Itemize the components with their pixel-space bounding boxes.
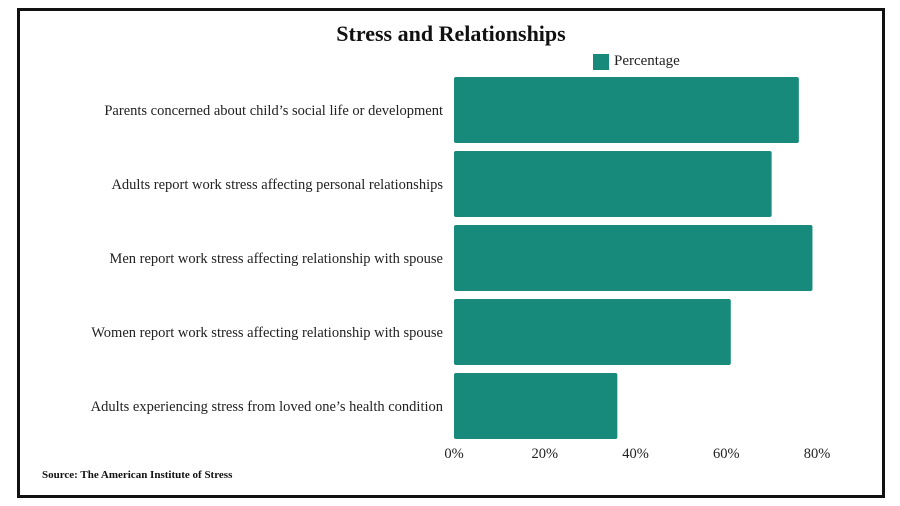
legend-swatch xyxy=(593,53,609,70)
bar-3 xyxy=(454,225,813,291)
legend-label: Percentage xyxy=(614,53,680,69)
category-label-4: Women report work stress affecting relat… xyxy=(91,325,443,341)
category-label-5: Adults experiencing stress from loved on… xyxy=(91,399,444,415)
bar-5 xyxy=(454,373,618,439)
x-tick-label-2: 20% xyxy=(531,446,558,462)
legend: Percentage xyxy=(593,53,680,70)
x-tick-label-4: 60% xyxy=(713,446,740,462)
x-tick-label-3: 40% xyxy=(622,446,649,462)
bar-1 xyxy=(454,77,799,143)
bar-4 xyxy=(454,299,731,365)
bar-2 xyxy=(454,151,772,217)
x-tick-label-1: 0% xyxy=(444,446,463,462)
category-label-3: Men report work stress affecting relatio… xyxy=(109,251,443,267)
chart-title: Stress and Relationships xyxy=(336,21,566,46)
source-note: Source: The American Institute of Stress xyxy=(42,469,233,481)
x-tick-label-5: 80% xyxy=(804,446,831,462)
category-label-2: Adults report work stress affecting pers… xyxy=(111,177,443,193)
category-label-1: Parents concerned about child’s social l… xyxy=(104,103,443,119)
